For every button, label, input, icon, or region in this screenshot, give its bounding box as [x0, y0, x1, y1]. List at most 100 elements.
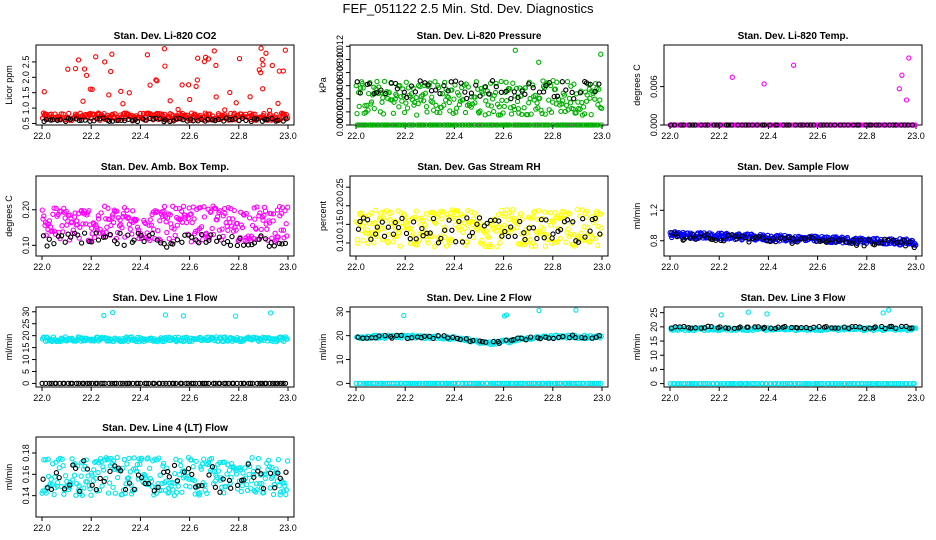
data-point — [583, 98, 590, 104]
data-point — [173, 456, 179, 462]
data-point — [119, 225, 125, 231]
data-point — [580, 104, 587, 110]
data-point — [255, 455, 262, 462]
data-point — [714, 122, 720, 128]
data-point — [124, 461, 130, 467]
data-point — [754, 122, 760, 128]
data-point — [106, 118, 113, 124]
data-point — [495, 122, 501, 128]
data-point — [497, 240, 503, 246]
data-point — [483, 122, 489, 128]
chart-panel-2: Stan. Dev. Li-820 Pressure 22.0 22.2 22.4 22… — [318, 31, 611, 141]
x-tick-label: 22.8 — [858, 393, 876, 403]
data-point — [472, 94, 478, 100]
data-point — [433, 220, 439, 226]
data-point — [107, 468, 113, 475]
x-tick-label: 22.4 — [760, 393, 778, 403]
data-point — [718, 312, 724, 318]
data-point — [190, 464, 196, 470]
x-tick-label: 23.0 — [907, 131, 925, 141]
data-point — [78, 117, 85, 123]
data-point — [68, 234, 74, 240]
data-point — [424, 237, 430, 243]
x-tick-label: 22.4 — [760, 131, 778, 141]
data-point — [442, 79, 448, 86]
data-point — [229, 223, 235, 229]
data-point — [598, 51, 604, 57]
data-point — [129, 118, 136, 124]
data-point — [425, 82, 431, 88]
y-tick-label: 10 — [649, 350, 659, 360]
data-point — [109, 51, 115, 57]
data-point — [551, 93, 557, 100]
data-point — [221, 118, 227, 124]
data-point — [761, 81, 767, 87]
data-point — [49, 228, 55, 234]
data-point — [587, 81, 593, 87]
data-point — [573, 307, 579, 313]
data-point — [850, 237, 856, 244]
y-tick-label: 20 — [649, 322, 659, 332]
chart-title: Stan. Dev. Amb. Box Temp. — [101, 162, 229, 173]
data-point — [801, 236, 808, 242]
x-tick-label: 22.8 — [230, 262, 248, 272]
data-point — [66, 237, 73, 243]
data-point — [451, 213, 457, 220]
data-point — [231, 207, 237, 214]
data-point — [50, 211, 56, 217]
data-point — [121, 205, 128, 211]
data-point — [582, 234, 588, 240]
data-point — [101, 312, 107, 319]
data-point — [413, 236, 419, 242]
data-point — [234, 242, 241, 249]
data-point — [441, 82, 447, 89]
data-point — [379, 219, 385, 225]
data-point — [452, 78, 459, 84]
data-point — [73, 492, 79, 498]
data-point — [521, 230, 527, 236]
data-point — [863, 122, 869, 128]
data-point — [187, 484, 193, 490]
data-point — [154, 208, 160, 215]
plot-frame — [663, 44, 923, 126]
data-point — [673, 231, 679, 237]
data-point — [594, 208, 600, 215]
data-point — [201, 58, 208, 65]
data-point — [570, 219, 576, 225]
data-point — [505, 233, 512, 240]
data-point — [495, 112, 502, 118]
data-point — [909, 122, 916, 128]
data-point — [512, 47, 518, 53]
x-tick-label: 22.0 — [33, 131, 51, 141]
data-point — [541, 235, 547, 241]
series-reference — [669, 230, 917, 251]
data-point — [525, 111, 531, 118]
data-point — [62, 473, 69, 479]
data-point — [510, 103, 517, 110]
data-point — [503, 88, 509, 94]
data-point — [155, 228, 161, 234]
data-point — [417, 78, 423, 84]
plot-frame — [663, 175, 923, 257]
data-point — [378, 87, 384, 93]
data-point — [40, 216, 46, 222]
data-point — [270, 491, 277, 498]
data-point — [167, 212, 173, 218]
data-point — [111, 238, 118, 244]
x-tick-label: 22.0 — [661, 262, 679, 272]
y-axis-label: degrees C — [4, 195, 14, 237]
data-point — [212, 205, 219, 212]
data-point — [140, 116, 146, 122]
data-point — [450, 122, 456, 128]
x-tick-label: 23.0 — [593, 393, 611, 403]
x-tick-label: 22.4 — [446, 131, 464, 141]
data-point — [474, 227, 481, 233]
data-point — [146, 465, 153, 471]
data-point — [251, 116, 258, 122]
data-point — [276, 240, 282, 247]
data-point — [369, 122, 376, 128]
x-tick-label: 22.0 — [347, 393, 365, 403]
data-point — [582, 236, 588, 243]
chart-title: Stan. Dev. Sample Flow — [737, 162, 849, 173]
series-box-temp-std-dev — [39, 203, 291, 245]
